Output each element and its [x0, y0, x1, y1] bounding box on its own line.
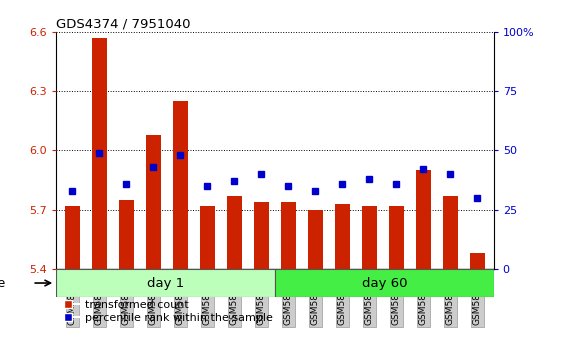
- FancyBboxPatch shape: [275, 269, 494, 297]
- Bar: [470, 253, 485, 269]
- Bar: [335, 204, 350, 269]
- Bar: [119, 200, 134, 269]
- Bar: [173, 101, 188, 269]
- Bar: [362, 206, 377, 269]
- Bar: [146, 135, 161, 269]
- Text: GDS4374 / 7951040: GDS4374 / 7951040: [56, 18, 191, 31]
- Bar: [254, 202, 269, 269]
- Bar: [65, 206, 80, 269]
- Text: day 1: day 1: [147, 276, 184, 290]
- Bar: [92, 38, 107, 269]
- Legend: transformed count, percentile rank within the sample: transformed count, percentile rank withi…: [57, 300, 273, 323]
- Text: day 60: day 60: [361, 276, 407, 290]
- Bar: [443, 196, 458, 269]
- Bar: [227, 196, 242, 269]
- FancyBboxPatch shape: [56, 269, 275, 297]
- Bar: [389, 206, 404, 269]
- Text: time: time: [0, 276, 6, 290]
- Bar: [308, 210, 323, 269]
- Bar: [281, 202, 296, 269]
- Bar: [416, 170, 431, 269]
- Bar: [200, 206, 215, 269]
